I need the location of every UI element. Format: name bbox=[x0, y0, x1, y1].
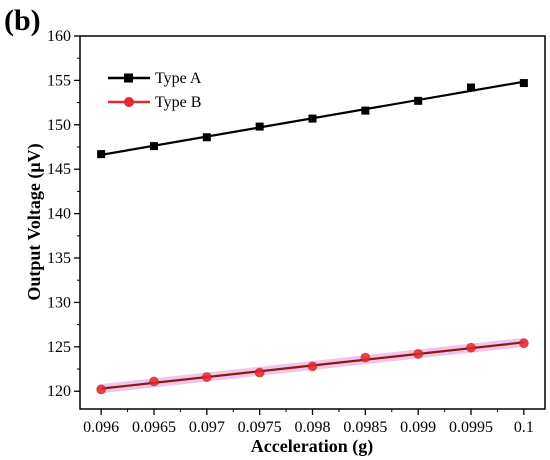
x-axis: 0.096 0.0965 0.097 0.0975 0.098 0.0985 0.099 0.… bbox=[83, 409, 534, 436]
data-point bbox=[149, 376, 159, 387]
data-point bbox=[254, 367, 265, 378]
x-axis-label: Acceleration (g) bbox=[251, 436, 373, 457]
series-type-a bbox=[97, 79, 528, 159]
series-layer bbox=[96, 79, 529, 395]
x-tick-label: 0.0985 bbox=[343, 419, 387, 436]
data-point bbox=[361, 106, 370, 115]
data-point bbox=[519, 79, 528, 88]
data-point bbox=[149, 142, 158, 151]
y-tick-label: 160 bbox=[47, 28, 71, 45]
series-type-b bbox=[96, 337, 529, 395]
y-axis: 120 125 130 135 140 145 150 155 160 bbox=[47, 28, 80, 400]
y-tick-label: 155 bbox=[47, 72, 71, 89]
y-tick-label: 125 bbox=[47, 339, 71, 356]
y-tick-label: 150 bbox=[47, 117, 71, 134]
y-tick-label: 145 bbox=[47, 161, 71, 178]
y-tick-label: 135 bbox=[47, 250, 71, 267]
y-tick-label: 130 bbox=[47, 294, 71, 311]
x-tick-label: 0.0975 bbox=[238, 419, 282, 436]
x-tick-label: 0.099 bbox=[400, 419, 436, 436]
x-tick-label: 0.1 bbox=[514, 419, 534, 436]
data-point bbox=[413, 349, 423, 359]
data-point bbox=[308, 114, 317, 123]
x-tick-label: 0.0965 bbox=[132, 419, 176, 436]
legend-label: Type B bbox=[155, 94, 201, 111]
data-point bbox=[307, 361, 318, 372]
x-tick-label: 0.096 bbox=[83, 419, 119, 436]
legend-label: Type A bbox=[155, 70, 202, 87]
data-point bbox=[466, 342, 476, 353]
legend-marker bbox=[124, 73, 133, 83]
data-point bbox=[519, 338, 529, 349]
y-tick-label: 120 bbox=[47, 383, 71, 400]
data-point bbox=[467, 83, 476, 92]
plot-frame bbox=[79, 35, 546, 410]
x-tick-label: 0.0995 bbox=[449, 419, 493, 436]
data-point bbox=[97, 150, 106, 159]
data-point bbox=[360, 352, 371, 363]
panel-label: (b) bbox=[4, 4, 41, 37]
legend-marker bbox=[124, 97, 134, 107]
data-point bbox=[255, 122, 264, 131]
x-tick-label: 0.097 bbox=[189, 419, 225, 436]
legend: Type A Type B bbox=[108, 70, 202, 111]
data-point bbox=[202, 133, 211, 142]
y-tick-label: 140 bbox=[47, 206, 71, 223]
data-point bbox=[202, 372, 212, 382]
data-point bbox=[414, 96, 423, 105]
y-axis-label: Output Voltage (μV) bbox=[24, 143, 45, 300]
data-point bbox=[96, 384, 106, 395]
x-tick-label: 0.098 bbox=[295, 419, 331, 436]
